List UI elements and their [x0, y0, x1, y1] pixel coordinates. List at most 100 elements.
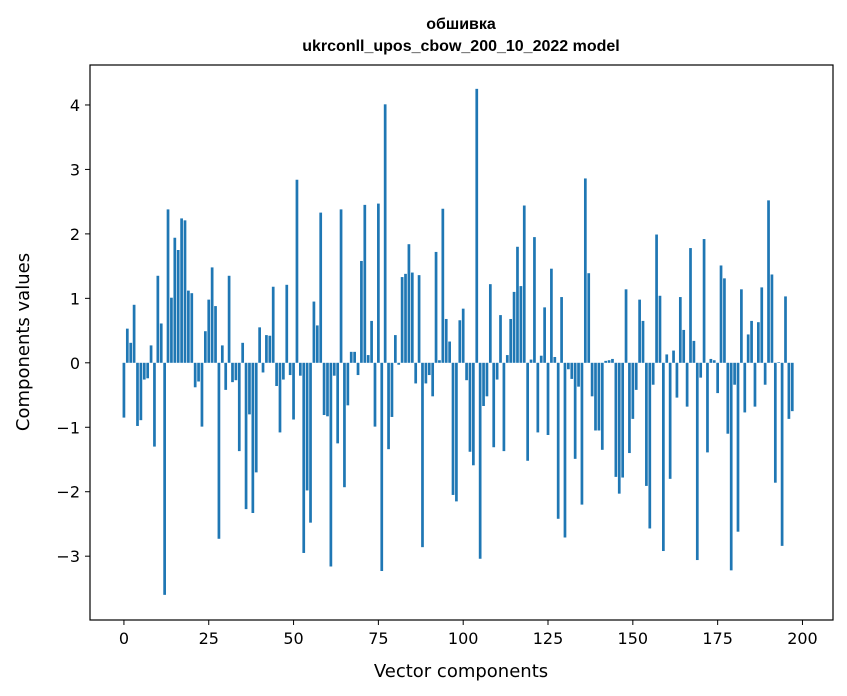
- bar-98: [455, 362, 458, 502]
- bar-24: [203, 331, 207, 363]
- bar-53: [302, 362, 306, 553]
- bar-17: [180, 218, 183, 363]
- bar-138: [590, 362, 594, 397]
- bar-132: [570, 362, 574, 379]
- bar-173: [709, 358, 713, 363]
- bar-97: [451, 362, 455, 495]
- bar-0: [122, 362, 126, 418]
- x-tick-label: 200: [787, 629, 818, 648]
- bar-38: [251, 362, 255, 513]
- bar-45: [275, 362, 278, 387]
- bar-163: [675, 362, 679, 398]
- bar-3: [132, 304, 136, 363]
- bar-28: [217, 362, 221, 539]
- bar-36: [244, 362, 248, 510]
- bar-6: [142, 362, 146, 380]
- bar-105: [478, 362, 482, 559]
- bar-34: [237, 362, 241, 452]
- bar-62: [332, 362, 336, 376]
- y-tick-label: 2: [70, 225, 80, 244]
- x-tick-label: 50: [283, 629, 303, 648]
- x-tick-label: 125: [533, 629, 564, 648]
- bar-165: [682, 329, 686, 363]
- bar-115: [512, 291, 516, 363]
- bar-80: [393, 335, 397, 363]
- bar-116: [516, 246, 519, 363]
- bar-63: [336, 362, 340, 444]
- bar-10: [156, 275, 160, 363]
- bar-73: [370, 320, 373, 363]
- bar-190: [767, 200, 770, 363]
- bar-169: [695, 362, 699, 561]
- bar-32: [231, 362, 234, 383]
- bar-113: [505, 355, 509, 363]
- bar-99: [458, 320, 462, 363]
- y-tick-label: −3: [56, 547, 80, 566]
- bar-136: [583, 178, 587, 363]
- bar-66: [346, 362, 350, 406]
- bar-56: [312, 301, 316, 363]
- bar-151: [634, 362, 638, 390]
- bar-27: [214, 306, 217, 363]
- bar-157: [655, 234, 658, 363]
- bar-118: [522, 205, 526, 363]
- bar-70: [360, 260, 363, 363]
- bar-196: [787, 362, 791, 419]
- y-axis-ticks: −3 −2 −1 0 1 2 3 4: [56, 96, 90, 566]
- bar-184: [746, 334, 750, 363]
- x-tick-label: 0: [119, 629, 129, 648]
- bar-178: [726, 362, 730, 434]
- bar-42: [265, 335, 268, 363]
- bar-59: [322, 362, 326, 416]
- bar-96: [448, 341, 451, 363]
- bar-152: [638, 299, 641, 363]
- bar-129: [560, 297, 563, 363]
- bar-195: [784, 296, 787, 363]
- bar-194: [780, 362, 784, 546]
- bar-48: [285, 284, 289, 363]
- bar-102: [468, 362, 472, 452]
- bar-95: [444, 318, 448, 363]
- bar-141: [600, 362, 604, 450]
- bar-153: [641, 320, 645, 363]
- bar-83: [404, 273, 407, 363]
- bar-145: [614, 362, 618, 477]
- bar-15: [173, 237, 177, 363]
- bar-186: [753, 362, 757, 407]
- bar-188: [760, 287, 764, 363]
- y-tick-label: −1: [56, 418, 80, 437]
- bar-128: [556, 362, 560, 519]
- bar-22: [197, 362, 200, 382]
- bar-29: [220, 345, 224, 363]
- bar-13: [166, 209, 170, 363]
- bar-19: [187, 290, 190, 363]
- bar-104: [475, 88, 479, 363]
- x-tick-label: 25: [199, 629, 219, 648]
- bar-176: [719, 265, 723, 363]
- bar-85: [410, 272, 414, 363]
- y-tick-label: 1: [70, 289, 80, 308]
- bar-57: [315, 325, 319, 363]
- bar-81: [397, 362, 401, 365]
- bar-20: [190, 293, 194, 363]
- y-axis-label: Components values: [13, 253, 34, 431]
- bar-123: [539, 355, 543, 363]
- bar-114: [509, 318, 513, 363]
- bar-7: [146, 362, 150, 379]
- bar-179: [729, 362, 733, 571]
- bar-40: [258, 327, 261, 363]
- bar-46: [278, 362, 282, 433]
- bar-148: [624, 289, 628, 363]
- bar-107: [485, 362, 489, 397]
- bar-55: [309, 362, 312, 523]
- bar-140: [597, 362, 601, 431]
- bar-193: [777, 362, 781, 363]
- bar-60: [326, 362, 329, 417]
- bar-14: [170, 297, 173, 363]
- bar-89: [424, 362, 428, 384]
- bar-49: [288, 362, 292, 376]
- bar-197: [790, 362, 794, 412]
- bar-187: [757, 322, 760, 363]
- bar-18: [183, 220, 187, 363]
